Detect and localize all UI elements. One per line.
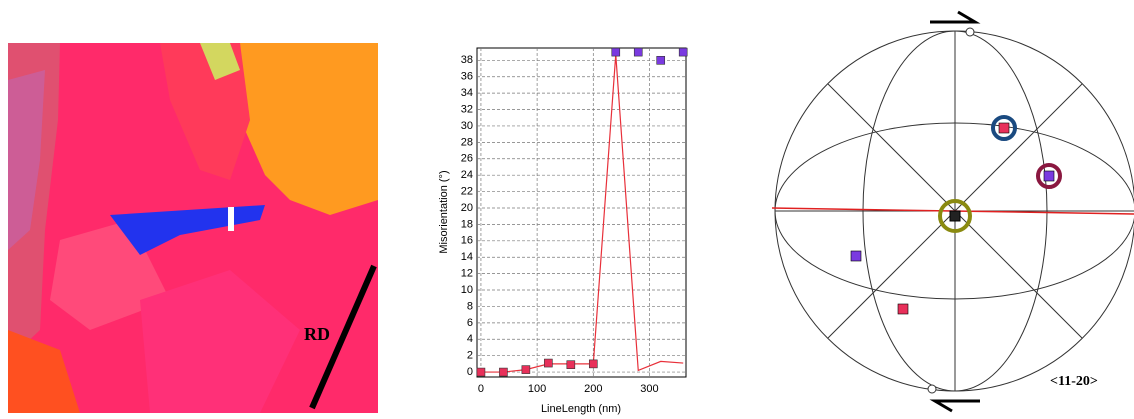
y-tick-label: 8 [467,300,473,312]
y-tick-label: 0 [467,366,473,378]
y-tick-label: 24 [461,169,473,181]
data-line [480,54,684,373]
data-marker [566,360,576,369]
y-tick-label: 2 [467,350,473,362]
y-tick-label: 28 [461,136,473,148]
data-marker [678,47,688,57]
y-tick-label: 14 [461,251,473,263]
data-marker [521,365,531,374]
x-axis-label: LineLength (nm) [541,403,621,415]
data-marker [588,359,598,369]
data-marker [544,358,553,368]
data-marker [611,47,621,57]
y-tick-label: 16 [461,235,473,247]
x-tick-label: 0 [478,383,484,395]
y-tick-label: 20 [461,202,473,214]
data-marker [633,47,643,57]
y-tick-label: 26 [461,153,473,165]
y-tick-label: 38 [461,54,473,66]
data-marker [499,367,508,377]
x-tick-label: 100 [528,383,546,395]
x-tick-label: 300 [640,383,658,395]
y-tick-label: 32 [461,103,473,115]
x-tick-label: 200 [584,383,602,395]
pole-figure [771,10,1134,413]
y-tick-label: 30 [461,120,473,132]
y-tick-label: 10 [461,284,473,296]
data-marker [656,56,666,65]
y-tick-label: 36 [461,71,473,83]
data-marker [476,367,486,377]
pole-label: <11-20> [1050,374,1098,389]
plot-frame [476,47,687,378]
y-tick-label: 34 [461,87,473,99]
y-tick-label: 4 [467,333,473,345]
map-label: RD [304,324,330,344]
y-tick-label: 12 [461,268,473,280]
orientation-map [8,43,378,413]
y-axis-label: Misorientation (°) [438,170,450,253]
y-tick-label: 18 [461,218,473,230]
y-tick-label: 6 [467,317,473,329]
y-tick-label: 22 [461,185,473,197]
